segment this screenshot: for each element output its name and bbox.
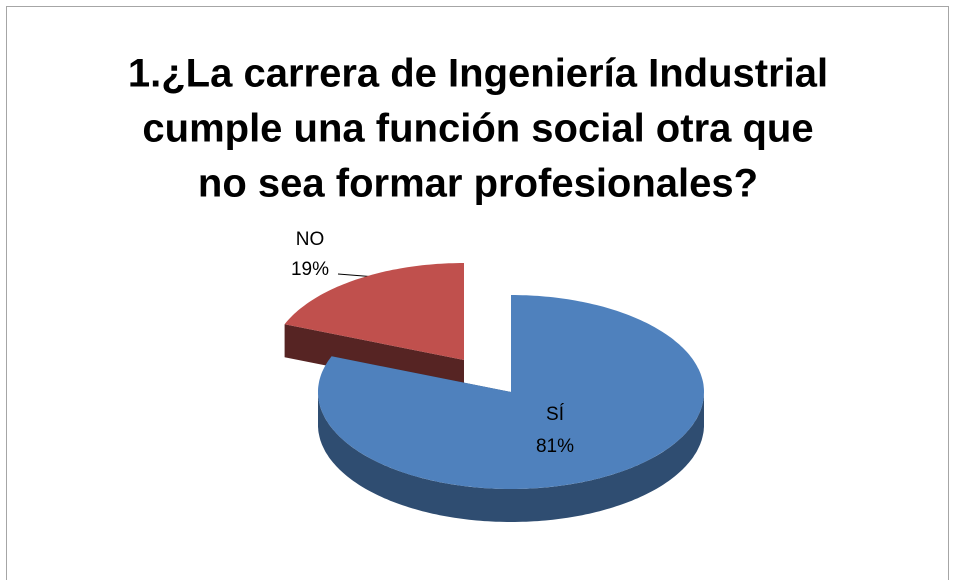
chart-title: cumple una función social otra que [142,107,813,151]
slice-value-label: 19% [291,259,329,280]
slice-label: SÍ [546,404,565,425]
slice [284,263,464,360]
slice-value-label: 81% [536,436,574,457]
slice [318,295,704,489]
chart-title: 1.¿La carrera de Ingeniería Industrial [128,52,828,96]
chart-title: no sea formar profesionales? [198,162,758,206]
slice-label: NO [296,229,325,250]
slice-side [318,392,704,522]
